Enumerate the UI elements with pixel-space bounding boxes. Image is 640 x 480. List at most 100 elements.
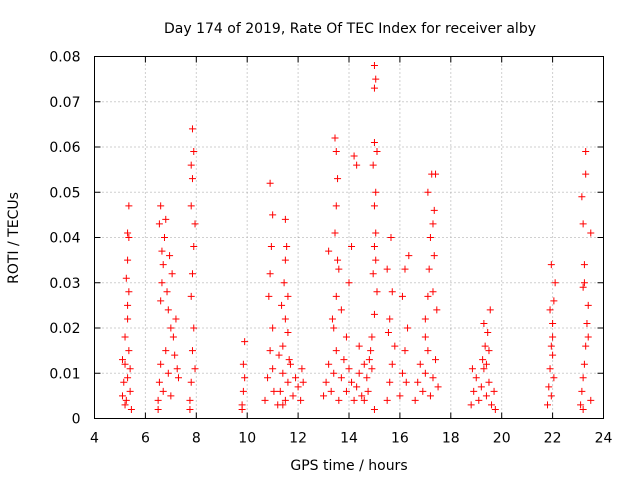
data-point (337, 306, 345, 314)
data-point (479, 356, 487, 364)
data-point (549, 351, 557, 359)
data-point (416, 360, 424, 368)
data-point (370, 405, 378, 413)
data-point (358, 392, 366, 400)
data-point (398, 292, 406, 300)
data-point (264, 374, 272, 382)
data-point (345, 279, 353, 287)
data-point (369, 270, 377, 278)
data-point (421, 315, 429, 323)
x-tick-label: 18 (442, 431, 460, 447)
data-point (402, 378, 410, 386)
data-point (547, 342, 555, 350)
data-point (191, 220, 199, 228)
data-point (414, 378, 422, 386)
grid-lines (94, 56, 604, 419)
data-point (491, 405, 499, 413)
data-point (355, 369, 363, 377)
data-point (334, 256, 342, 264)
data-point (121, 360, 129, 368)
y-tick-label: 0.08 (49, 50, 80, 66)
data-point (486, 306, 494, 314)
data-point (369, 161, 377, 169)
data-point (241, 374, 249, 382)
data-point (360, 360, 368, 368)
data-point (158, 247, 166, 255)
data-point (167, 324, 175, 332)
data-point (350, 396, 358, 404)
data-point (335, 396, 343, 404)
data-point (482, 360, 490, 368)
data-point (430, 252, 438, 260)
data-point (157, 202, 165, 210)
data-point (472, 374, 480, 382)
x-tick-label: 22 (544, 431, 562, 447)
data-point (186, 405, 194, 413)
data-point (480, 365, 488, 373)
data-point (266, 347, 274, 355)
data-point (167, 392, 175, 400)
data-point (373, 288, 381, 296)
data-point (550, 374, 558, 382)
data-point (429, 374, 437, 382)
data-point (490, 387, 498, 395)
data-point (188, 347, 196, 355)
data-point (430, 206, 438, 214)
data-point (155, 378, 163, 386)
data-point (126, 387, 134, 395)
data-point (266, 270, 274, 278)
data-point (583, 319, 591, 327)
data-point (325, 360, 333, 368)
data-point (372, 256, 380, 264)
data-point (485, 347, 493, 355)
data-point (154, 405, 162, 413)
data-point (424, 292, 432, 300)
y-tick-label: 0.06 (49, 140, 80, 156)
data-point (163, 288, 171, 296)
data-point (337, 374, 345, 382)
x-tick-label: 6 (141, 431, 150, 447)
data-point (434, 383, 442, 391)
data-point (391, 342, 399, 350)
data-point (550, 297, 558, 305)
data-point (396, 392, 404, 400)
data-point (325, 247, 333, 255)
data-point (330, 369, 338, 377)
data-point (187, 378, 195, 386)
data-point (160, 234, 168, 241)
data-point (168, 270, 176, 278)
data-point (353, 161, 361, 169)
data-point (124, 256, 132, 264)
data-point (368, 333, 376, 341)
plot-frame (94, 56, 604, 419)
data-point (432, 356, 440, 364)
data-point (426, 234, 434, 241)
data-point (190, 324, 198, 332)
data-point (298, 365, 306, 373)
data-point (169, 333, 177, 341)
data-point (421, 369, 429, 377)
data-point (481, 342, 489, 350)
data-point (477, 383, 485, 391)
data-point (432, 170, 440, 178)
data-point (353, 383, 361, 391)
data-point (370, 310, 378, 318)
data-point (355, 342, 363, 350)
data-point (190, 243, 198, 251)
data-point (120, 378, 128, 386)
data-point (283, 243, 291, 251)
data-point (121, 401, 129, 409)
data-point (342, 333, 350, 341)
data-point (173, 365, 181, 373)
data-point (125, 234, 133, 241)
data-point (158, 279, 166, 287)
data-point (579, 405, 587, 413)
data-point (398, 369, 406, 377)
data-point (191, 365, 199, 373)
data-point (289, 392, 297, 400)
data-point (580, 279, 588, 287)
data-point (299, 378, 307, 386)
data-point (370, 84, 378, 92)
data-point (363, 374, 371, 382)
data-point (172, 315, 180, 323)
